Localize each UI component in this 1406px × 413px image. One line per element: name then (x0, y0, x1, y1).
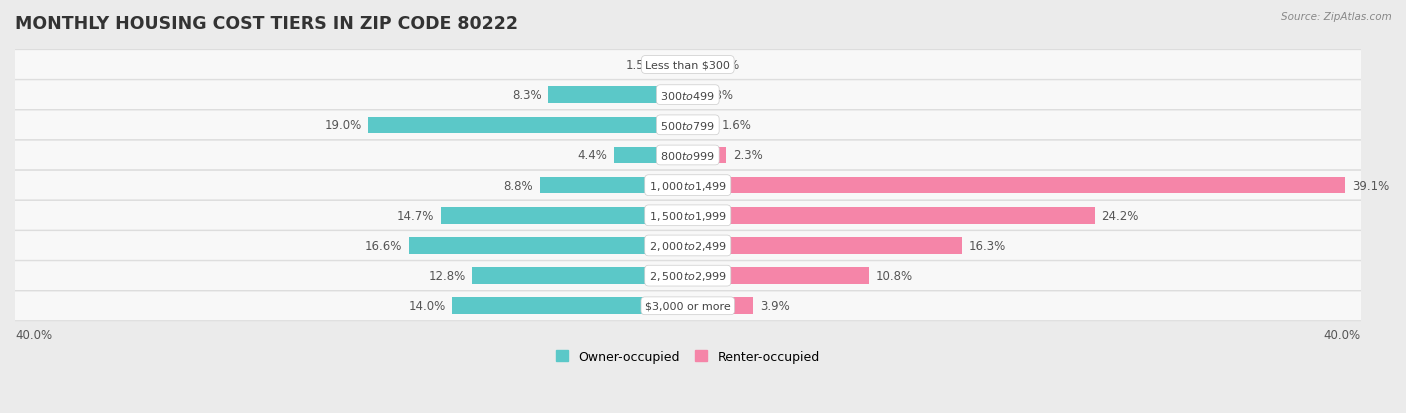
Bar (662, 57, 688, 74)
Legend: Owner-occupied, Renter-occupied: Owner-occupied, Renter-occupied (551, 345, 825, 368)
Bar (688, 298, 754, 314)
Bar (688, 178, 1346, 194)
Text: Less than $300: Less than $300 (645, 60, 730, 70)
Text: 1.6%: 1.6% (721, 119, 751, 132)
Bar (540, 178, 688, 194)
FancyBboxPatch shape (7, 50, 1369, 80)
Bar (453, 298, 688, 314)
FancyBboxPatch shape (7, 231, 1369, 261)
Text: 8.3%: 8.3% (512, 89, 541, 102)
FancyBboxPatch shape (7, 81, 1369, 110)
Bar (688, 147, 727, 164)
Text: 2.3%: 2.3% (733, 149, 763, 162)
Text: $1,500 to $1,999: $1,500 to $1,999 (648, 209, 727, 222)
FancyBboxPatch shape (7, 201, 1369, 231)
Text: $3,000 or more: $3,000 or more (645, 301, 731, 311)
Text: $2,500 to $2,999: $2,500 to $2,999 (648, 269, 727, 282)
Bar (368, 117, 688, 134)
FancyBboxPatch shape (7, 291, 1369, 321)
Bar (688, 117, 714, 134)
Text: 14.7%: 14.7% (396, 209, 434, 222)
FancyBboxPatch shape (7, 111, 1369, 140)
Text: 16.3%: 16.3% (969, 240, 1005, 252)
Text: $1,000 to $1,499: $1,000 to $1,499 (648, 179, 727, 192)
Text: 40.0%: 40.0% (1323, 329, 1361, 342)
Bar (614, 147, 688, 164)
Bar (409, 237, 688, 254)
Text: 0.47%: 0.47% (703, 59, 740, 72)
Bar (472, 268, 688, 284)
Text: $500 to $799: $500 to $799 (661, 119, 716, 131)
Text: 14.0%: 14.0% (408, 299, 446, 313)
Bar (440, 207, 688, 224)
Text: Source: ZipAtlas.com: Source: ZipAtlas.com (1281, 12, 1392, 22)
Text: 4.4%: 4.4% (578, 149, 607, 162)
Text: 8.8%: 8.8% (503, 179, 533, 192)
Text: $300 to $499: $300 to $499 (661, 90, 716, 102)
Bar (688, 237, 962, 254)
Text: 19.0%: 19.0% (325, 119, 361, 132)
FancyBboxPatch shape (7, 171, 1369, 201)
Text: 12.8%: 12.8% (429, 269, 465, 282)
Text: $800 to $999: $800 to $999 (661, 150, 716, 161)
Bar (688, 207, 1095, 224)
Text: 16.6%: 16.6% (364, 240, 402, 252)
Bar (688, 268, 869, 284)
Text: 3.9%: 3.9% (761, 299, 790, 313)
Bar (548, 87, 688, 104)
Text: 39.1%: 39.1% (1353, 179, 1389, 192)
FancyBboxPatch shape (7, 141, 1369, 171)
Text: MONTHLY HOUSING COST TIERS IN ZIP CODE 80222: MONTHLY HOUSING COST TIERS IN ZIP CODE 8… (15, 15, 517, 33)
Text: 1.5%: 1.5% (626, 59, 655, 72)
FancyBboxPatch shape (7, 261, 1369, 291)
Text: 0.08%: 0.08% (696, 89, 733, 102)
Text: $2,000 to $2,499: $2,000 to $2,499 (648, 240, 727, 252)
Bar (688, 57, 696, 74)
Text: 24.2%: 24.2% (1101, 209, 1139, 222)
Text: 40.0%: 40.0% (15, 329, 52, 342)
Text: 10.8%: 10.8% (876, 269, 914, 282)
